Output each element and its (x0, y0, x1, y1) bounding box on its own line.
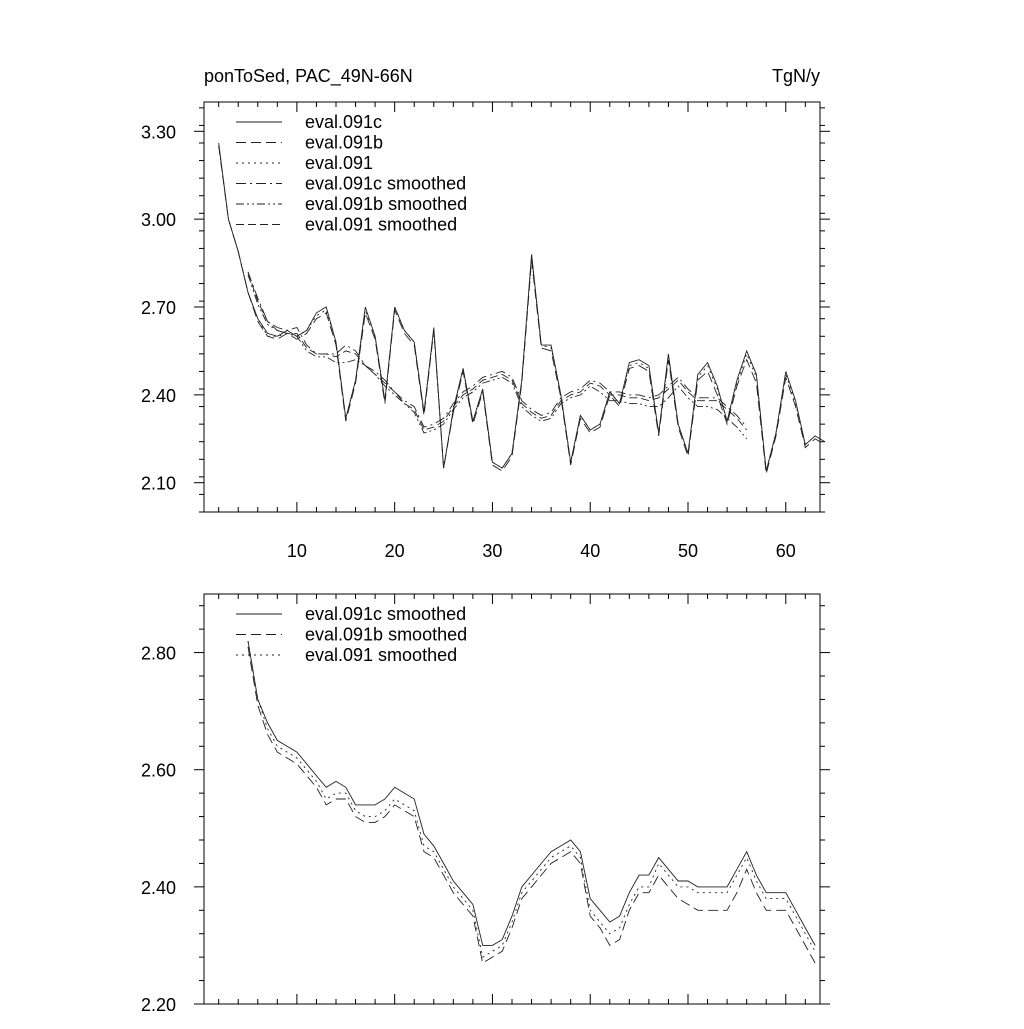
y-tick-label: 2.70 (141, 298, 176, 318)
series-line-1 (247, 640, 816, 946)
legend-label-6: eval.091 smoothed (305, 215, 457, 235)
y-tick-label: 3.30 (141, 122, 176, 142)
y-tick-label: 2.60 (141, 761, 176, 781)
y-tick-label: 2.40 (141, 386, 176, 406)
y-tick-label: 2.20 (141, 995, 176, 1015)
legend-label-3: eval.091 (305, 153, 373, 173)
y-tick-label: 2.10 (141, 474, 176, 494)
legend-label-1: eval.091c smoothed (305, 604, 466, 624)
series-line-3 (247, 640, 816, 958)
legend-label-2: eval.091b smoothed (305, 625, 467, 645)
x-tick-label: 30 (482, 541, 502, 561)
y-tick-label: 2.40 (141, 878, 176, 898)
legend-label-5: eval.091b smoothed (305, 194, 467, 214)
x-tick-label: 50 (678, 541, 698, 561)
x-tick-label: 60 (776, 541, 796, 561)
y-tick-label: 3.00 (141, 210, 176, 230)
series-line-2 (218, 145, 826, 475)
legend-label-2: eval.091b (305, 133, 383, 153)
legend-label-1: eval.091c (305, 112, 382, 132)
series-line-2 (247, 646, 816, 964)
series-line-6 (247, 271, 748, 431)
chart-title-left: ponToSed, PAC_49N-66N (204, 66, 413, 87)
legend-label-4: eval.091c smoothed (305, 174, 466, 194)
plot-frame (203, 593, 821, 1005)
y-tick-label: 2.80 (141, 644, 176, 664)
x-tick-label: 10 (287, 541, 307, 561)
chart-title-right: TgN/y (772, 66, 820, 86)
x-tick-label: 20 (385, 541, 405, 561)
series-line-3 (218, 145, 826, 472)
top-panel: 10 20 30 40 50 60 2.10 2.40 2.70 3.00 3.30 eval.091… (141, 101, 830, 561)
series-line-4 (247, 271, 748, 428)
series-line-5 (247, 274, 748, 440)
legend-label-3: eval.091 smoothed (305, 645, 457, 665)
x-tick-label: 40 (580, 541, 600, 561)
